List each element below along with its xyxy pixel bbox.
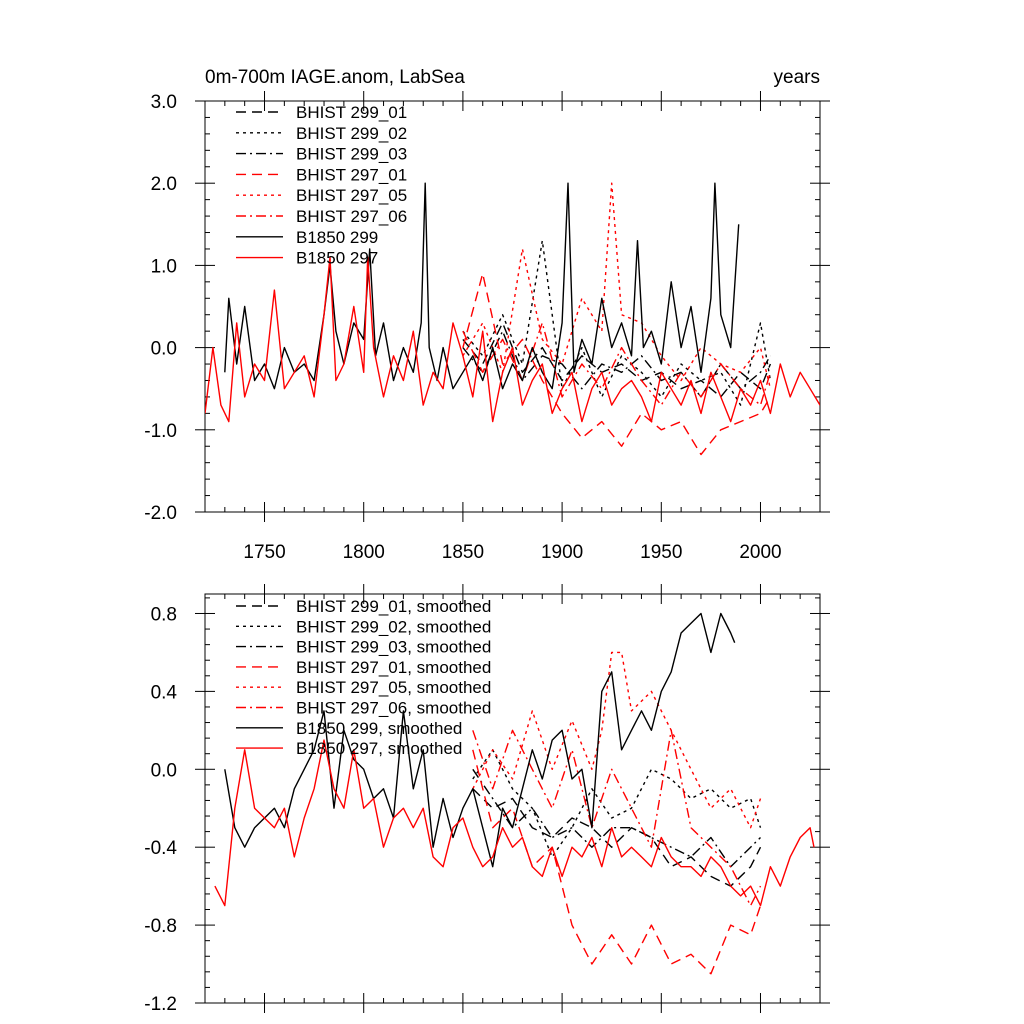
c0-legend-label: BHIST 297_06 <box>296 207 407 226</box>
c0-series-line-1 <box>462 239 772 406</box>
c0-chart-title: 0m-700m IAGE.anom, LabSea <box>205 67 465 88</box>
c1-legend-label: B1850 299, smoothed <box>296 719 462 738</box>
c0-x-tick-label: 2000 <box>739 542 781 563</box>
c1-y-tick-label: 0.8 <box>151 604 177 625</box>
c0-legend-label: BHIST 297_01 <box>296 165 407 184</box>
c0-plot-frame <box>204 100 821 513</box>
panel-bottom: 0.8 0.4 0.0 -0.4 -0.8 -1.2 BHIST 299_01, smoot… <box>144 584 830 1015</box>
c1-legend-label: BHIST 299_02, smoothed <box>296 617 491 636</box>
c0-series-line-0 <box>462 322 772 398</box>
c0-x-tick-label: 1800 <box>343 542 385 563</box>
c0-x-tick-label: 1950 <box>640 542 682 563</box>
c0-series-line-7 <box>205 256 820 423</box>
c0-legend-label: BHIST 299_02 <box>296 124 407 143</box>
c1-y-tick-label: 0.0 <box>151 760 177 781</box>
c0-legend-label: BHIST 299_01 <box>296 103 407 122</box>
c1-y-tick-label: -0.8 <box>144 916 177 937</box>
c1-y-tick-label: -0.4 <box>144 838 177 859</box>
c0-chart-right-title: years <box>774 67 820 88</box>
c1-legend-label: BHIST 299_03, smoothed <box>296 638 491 657</box>
c1-legend-label: BHIST 297_06, smoothed <box>296 699 491 718</box>
c0-y-tick-label: 2.0 <box>151 174 177 195</box>
c0-y-tick-label: -1.0 <box>144 421 177 442</box>
c0-y-tick-label: 1.0 <box>151 256 177 277</box>
c0-series-line-3 <box>462 272 772 456</box>
c0-y-tick-label: 0.0 <box>151 339 177 360</box>
c0-x-tick-label: 1750 <box>243 542 285 563</box>
c0-y-tick-label: -2.0 <box>144 503 177 524</box>
c1-y-tick-label: 0.4 <box>151 682 178 703</box>
c1-plot-frame <box>204 593 821 1004</box>
c1-legend-label: B1850 297, smoothed <box>296 739 462 758</box>
c0-legend-label: B1850 299 <box>296 228 378 247</box>
c1-series-line-4 <box>472 651 762 829</box>
c1-legend-label: BHIST 299_01, smoothed <box>296 597 491 616</box>
c0-x-tick-label: 1850 <box>442 542 484 563</box>
c1-series-line-2 <box>472 768 761 868</box>
c1-legend-label: BHIST 297_05, smoothed <box>296 678 491 697</box>
c1-legend-label: BHIST 297_01, smoothed <box>296 658 491 677</box>
panel-top: 1750 1800 1850 1900 1950 2000 3.0 2.0 1.0 0.0 -1.0… <box>144 67 830 563</box>
c0-series-line-6 <box>224 182 740 390</box>
c0-series-line-2 <box>462 330 772 398</box>
c1-series-line-1 <box>472 749 762 858</box>
c0-y-tick-label: 3.0 <box>151 92 177 113</box>
c0-legend-label: BHIST 299_03 <box>296 145 407 164</box>
c0-x-tick-label: 1900 <box>541 542 583 563</box>
c1-series-line-7 <box>214 739 815 907</box>
c1-series-line-0 <box>472 788 762 887</box>
c0-legend-label: BHIST 297_05 <box>296 186 407 205</box>
c1-series-line-5 <box>472 729 762 907</box>
c1-y-tick-label: -1.2 <box>144 994 177 1015</box>
c1-series-line-6 <box>224 612 736 868</box>
c1-series-line-3 <box>472 749 762 975</box>
c0-legend-label: B1850 297 <box>296 249 378 268</box>
